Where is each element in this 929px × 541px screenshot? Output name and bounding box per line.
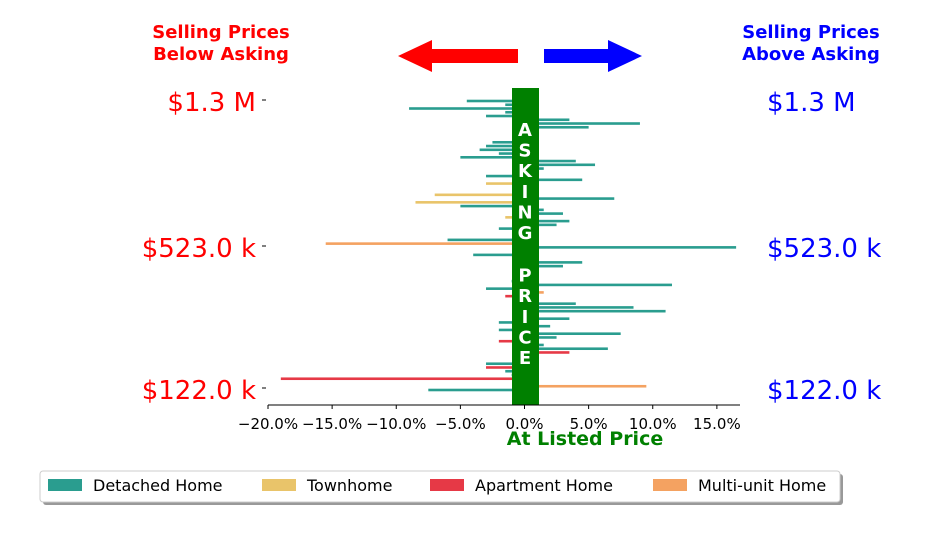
bar-detached <box>479 148 525 152</box>
band-letter: A <box>518 120 532 141</box>
bar-detached <box>524 223 557 227</box>
bar-detached <box>486 144 525 148</box>
legend-swatch-townhome <box>262 479 296 491</box>
asking-price-band <box>512 88 539 405</box>
bar-detached <box>460 155 525 159</box>
bar-apartment <box>486 366 525 369</box>
bar-detached <box>498 328 525 332</box>
x-axis-title: At Listed Price <box>507 428 663 450</box>
legend-label-multiunit: Multi-unit Home <box>698 476 826 495</box>
bar-detached <box>486 174 525 178</box>
bar-detached <box>524 264 563 268</box>
bar-detached <box>524 219 570 223</box>
bar-detached <box>524 302 576 305</box>
bar-detached <box>524 178 583 182</box>
arrow-left-icon <box>398 40 518 72</box>
band-letter: G <box>518 223 533 244</box>
legend-label-apartment: Apartment Home <box>475 476 613 495</box>
band-letter: S <box>519 141 532 162</box>
left-price-mid: $523.0 k <box>142 234 256 264</box>
bar-multiunit <box>325 242 525 245</box>
bar-detached <box>473 253 525 257</box>
bar-multiunit <box>524 384 647 388</box>
legend-label-townhome: Townhome <box>306 476 392 495</box>
right-price-top: $1.3 M <box>767 88 856 118</box>
bar-detached <box>524 336 557 339</box>
x-tick-label: −5.0% <box>435 415 486 433</box>
x-axis-ticks: −20.0% −15.0% −10.0% −5.0% 0.0% 5.0% 10.0% 15.0… <box>238 405 741 433</box>
x-tick-label: 5.0% <box>570 415 608 433</box>
band-letter: C <box>518 327 531 348</box>
band-letter: R <box>518 286 532 307</box>
bar-detached <box>498 321 525 324</box>
bar-detached <box>524 309 666 313</box>
bar-detached <box>498 227 525 230</box>
right-price-bottom: $122.0 k <box>767 376 881 406</box>
bar-townhome <box>434 193 525 197</box>
bar-detached <box>524 125 589 129</box>
bar-detached <box>524 246 737 249</box>
legend-swatch-apartment <box>430 479 464 491</box>
band-letter: K <box>518 161 533 182</box>
left-price-bottom: $122.0 k <box>142 376 256 406</box>
bar-detached <box>524 317 570 320</box>
legend-items: Detached Home Townhome Apartment Home Multi… <box>48 476 826 495</box>
header-left-line2: Below Asking <box>153 44 289 65</box>
bar-apartment <box>280 377 525 381</box>
bar-detached <box>428 388 525 392</box>
band-letter: I <box>522 307 529 328</box>
bar-apartment <box>498 339 525 343</box>
bar-townhome <box>415 201 525 204</box>
band-letter: E <box>519 348 531 369</box>
bar-detached <box>498 152 525 155</box>
legend-label-detached: Detached Home <box>93 476 223 495</box>
arrow-right-icon <box>544 40 642 72</box>
x-tick-label: 15.0% <box>693 415 741 433</box>
bar-detached <box>486 362 525 366</box>
band-letter: I <box>522 182 529 203</box>
bar-detached <box>409 107 525 110</box>
bar-detached <box>524 197 615 200</box>
bar-detached <box>524 159 576 163</box>
bars-layer <box>280 99 737 392</box>
bar-detached <box>524 283 672 287</box>
legend-swatch-detached <box>48 479 82 491</box>
bar-detached <box>524 118 570 122</box>
x-tick-label: 0.0% <box>505 415 543 433</box>
bar-detached <box>466 99 525 103</box>
header-right-line2: Above Asking <box>742 44 880 65</box>
bar-detached <box>524 332 621 336</box>
right-price-mid: $523.0 k <box>767 234 881 264</box>
bar-detached <box>492 140 525 144</box>
header-right-line1: Selling Prices <box>742 22 879 43</box>
band-letter: P <box>518 266 531 287</box>
bar-detached <box>486 114 525 118</box>
header-left-line1: Selling Prices <box>152 22 289 43</box>
x-tick-label: 10.0% <box>629 415 677 433</box>
legend-swatch-multiunit <box>653 479 687 491</box>
x-tick-label: −10.0% <box>366 415 426 433</box>
x-tick-label: −20.0% <box>238 415 298 433</box>
bar-detached <box>524 306 634 309</box>
bar-detached <box>524 122 640 125</box>
bar-detached <box>524 347 608 351</box>
bar-detached <box>447 238 525 242</box>
bar-detached <box>524 261 583 264</box>
bar-detached <box>460 204 525 208</box>
bar-detached <box>524 212 563 215</box>
band-letter: N <box>517 202 532 223</box>
bar-apartment <box>524 351 570 354</box>
x-tick-label: −15.0% <box>302 415 362 433</box>
bar-detached <box>486 287 525 290</box>
left-price-top: $1.3 M <box>167 88 256 118</box>
bar-townhome <box>486 182 525 185</box>
bar-detached <box>524 163 596 167</box>
